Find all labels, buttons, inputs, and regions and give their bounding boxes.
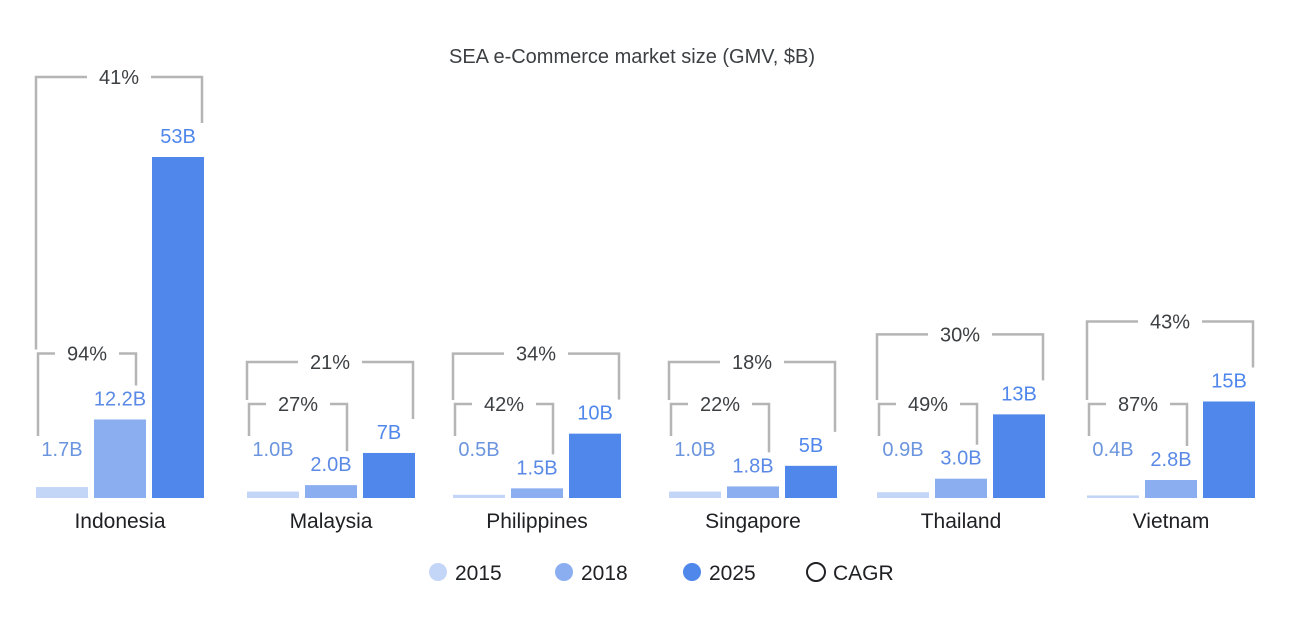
cagr-short-thailand-bracket <box>877 402 979 445</box>
value-label-indonesia-2015: 1.7B <box>41 439 82 461</box>
legend-label-cagr: CAGR <box>833 562 894 585</box>
cagr-long-philippines-bracket <box>451 352 621 400</box>
category-label-malaysia: Malaysia <box>290 510 373 533</box>
cagr-short-indonesia-label: 94% <box>67 344 107 366</box>
value-label-indonesia-2025: 53B <box>160 126 196 148</box>
legend-swatch-2025 <box>683 563 701 581</box>
legend-swatch-2015 <box>429 563 447 581</box>
cagr-long-malaysia-label: 21% <box>310 352 350 374</box>
cagr-long-singapore-label: 18% <box>732 352 772 374</box>
legend-label-2015: 2015 <box>455 562 502 585</box>
bar-indonesia-2018 <box>94 419 146 498</box>
cagr-short-philippines-bracket <box>453 402 555 455</box>
category-label-vietnam: Vietnam <box>1133 510 1210 533</box>
cagr-long-philippines-label: 34% <box>516 344 556 366</box>
value-label-thailand-2018: 3.0B <box>940 448 981 470</box>
value-label-singapore-2018: 1.8B <box>732 455 773 477</box>
value-label-vietnam-2018: 2.8B <box>1150 449 1191 471</box>
group-thailand: 0.9B 3.0B 13B 49% 30% Thailand <box>875 324 1045 533</box>
bar-indonesia-2025 <box>152 157 204 498</box>
category-label-indonesia: Indonesia <box>74 510 165 533</box>
legend-swatch-cagr <box>806 562 826 582</box>
bar-philippines-2015 <box>453 494 505 498</box>
legend-label-2025: 2025 <box>709 562 756 585</box>
bar-singapore-2025 <box>785 465 837 498</box>
legend-item-2018: 2018 <box>555 562 628 585</box>
bar-malaysia-2015 <box>247 491 299 498</box>
group-singapore: 1.0B 1.8B 5B 22% 18% Singapore <box>667 352 837 533</box>
value-label-thailand-2025: 13B <box>1001 383 1037 405</box>
group-malaysia: 1.0B 2.0B 7B 27% 21% Malaysia <box>245 352 415 533</box>
legend-item-cagr: CAGR <box>806 562 894 585</box>
value-label-philippines-2015: 0.5B <box>458 439 499 461</box>
bar-vietnam-2018 <box>1145 479 1197 498</box>
bar-philippines-2025 <box>569 433 621 498</box>
cagr-short-philippines-label: 42% <box>484 394 524 416</box>
bar-thailand-2015 <box>877 492 929 498</box>
plot-area: 1.7B 12.2B 53B 94% 41% Indonesia 1.0B 2.0B 7B 27%… <box>34 67 1255 533</box>
cagr-short-vietnam-label: 87% <box>1118 394 1158 416</box>
value-label-malaysia-2018: 2.0B <box>310 454 351 476</box>
cagr-long-thailand-bracket <box>875 333 1045 400</box>
group-philippines: 0.5B 1.5B 10B 42% 34% Philippines <box>451 344 621 533</box>
cagr-short-singapore-bracket <box>669 402 771 453</box>
value-label-malaysia-2025: 7B <box>377 422 401 444</box>
bar-singapore-2018 <box>727 486 779 498</box>
value-label-indonesia-2018: 12.2B <box>94 389 146 411</box>
bar-vietnam-2025 <box>1203 401 1255 498</box>
cagr-long-malaysia-bracket <box>245 360 415 419</box>
legend: 2015 2018 2025 CAGR <box>429 562 894 585</box>
bar-malaysia-2018 <box>305 485 357 498</box>
category-label-philippines: Philippines <box>486 510 588 533</box>
bar-singapore-2015 <box>669 491 721 498</box>
value-label-philippines-2025: 10B <box>577 403 613 425</box>
value-label-thailand-2015: 0.9B <box>882 439 923 461</box>
cagr-long-thailand-label: 30% <box>940 324 980 346</box>
bar-thailand-2018 <box>935 478 987 498</box>
value-label-philippines-2018: 1.5B <box>516 457 557 479</box>
cagr-short-malaysia-label: 27% <box>278 394 318 416</box>
bar-thailand-2025 <box>993 414 1045 498</box>
legend-item-2025: 2025 <box>683 562 756 585</box>
cagr-long-vietnam-bracket <box>1085 320 1255 400</box>
value-label-singapore-2025: 5B <box>799 435 823 457</box>
value-label-vietnam-2025: 15B <box>1211 370 1247 392</box>
category-label-thailand: Thailand <box>921 510 1002 533</box>
group-indonesia: 1.7B 12.2B 53B 94% 41% Indonesia <box>34 67 204 533</box>
legend-swatch-2018 <box>555 563 573 581</box>
value-label-singapore-2015: 1.0B <box>674 439 715 461</box>
cagr-long-indonesia-bracket <box>34 75 204 350</box>
bar-vietnam-2015 <box>1087 495 1139 498</box>
bar-malaysia-2025 <box>363 452 415 498</box>
legend-item-2015: 2015 <box>429 562 502 585</box>
cagr-short-vietnam-bracket <box>1087 402 1189 446</box>
cagr-short-singapore-label: 22% <box>700 394 740 416</box>
bar-philippines-2018 <box>511 488 563 498</box>
bar-indonesia-2015 <box>36 487 88 498</box>
legend-label-2018: 2018 <box>581 562 628 585</box>
cagr-long-indonesia-label: 41% <box>99 67 139 89</box>
cagr-short-indonesia-bracket <box>36 352 138 436</box>
cagr-short-malaysia-bracket <box>247 402 349 452</box>
cagr-short-thailand-label: 49% <box>908 394 948 416</box>
chart-title: SEA e-Commerce market size (GMV, $B) <box>449 46 815 68</box>
group-vietnam: 0.4B 2.8B 15B 87% 43% Vietnam <box>1085 311 1255 533</box>
value-label-vietnam-2015: 0.4B <box>1092 439 1133 461</box>
cagr-long-singapore-bracket <box>667 360 837 432</box>
cagr-long-vietnam-label: 43% <box>1150 311 1190 333</box>
value-label-malaysia-2015: 1.0B <box>252 439 293 461</box>
category-label-singapore: Singapore <box>705 510 801 533</box>
